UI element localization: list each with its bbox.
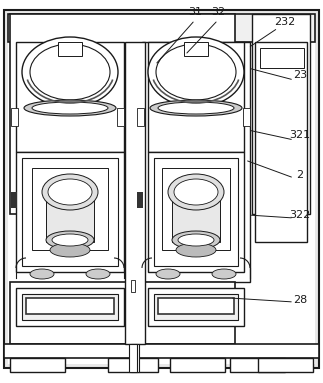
- Text: 322: 322: [289, 210, 311, 220]
- Ellipse shape: [86, 269, 110, 279]
- Ellipse shape: [148, 37, 244, 107]
- Bar: [184, 42, 208, 56]
- Ellipse shape: [150, 100, 242, 116]
- Ellipse shape: [24, 100, 116, 116]
- Ellipse shape: [30, 44, 110, 100]
- Bar: [11, 108, 18, 126]
- Bar: [16, 42, 124, 152]
- Bar: [158, 298, 234, 314]
- Bar: [117, 108, 124, 126]
- Ellipse shape: [50, 243, 90, 257]
- Text: 23: 23: [293, 70, 307, 80]
- Bar: [252, 14, 310, 214]
- Bar: [108, 358, 158, 372]
- Bar: [16, 288, 124, 326]
- Bar: [22, 294, 118, 320]
- Bar: [22, 158, 118, 266]
- Bar: [137, 108, 144, 126]
- Bar: [4, 344, 319, 358]
- Bar: [255, 42, 307, 242]
- Bar: [162, 168, 230, 250]
- Ellipse shape: [32, 102, 108, 114]
- Bar: [148, 42, 244, 152]
- Bar: [131, 344, 139, 372]
- Bar: [137, 192, 143, 208]
- Bar: [148, 288, 244, 326]
- Bar: [26, 298, 114, 314]
- Bar: [16, 152, 124, 272]
- Bar: [46, 192, 94, 242]
- Bar: [142, 42, 250, 282]
- Ellipse shape: [52, 234, 88, 246]
- Bar: [8, 14, 315, 42]
- Ellipse shape: [168, 174, 224, 210]
- Ellipse shape: [176, 243, 216, 257]
- Bar: [154, 294, 238, 320]
- Bar: [230, 358, 285, 372]
- Ellipse shape: [158, 102, 234, 114]
- Bar: [10, 14, 235, 214]
- Bar: [258, 358, 313, 372]
- Text: 232: 232: [274, 17, 296, 27]
- Bar: [58, 42, 82, 56]
- Ellipse shape: [156, 44, 236, 100]
- Bar: [125, 42, 145, 344]
- Bar: [148, 152, 244, 272]
- Bar: [170, 358, 225, 372]
- Bar: [131, 280, 135, 292]
- Bar: [11, 192, 17, 208]
- Bar: [154, 158, 238, 266]
- Text: 321: 321: [289, 130, 310, 140]
- Ellipse shape: [174, 179, 218, 205]
- Bar: [243, 108, 250, 126]
- Ellipse shape: [172, 231, 220, 249]
- Ellipse shape: [212, 269, 236, 279]
- Bar: [10, 358, 65, 372]
- Text: 28: 28: [293, 295, 307, 305]
- Ellipse shape: [22, 37, 118, 107]
- Bar: [172, 192, 220, 242]
- Ellipse shape: [46, 231, 94, 249]
- Bar: [32, 168, 108, 250]
- Ellipse shape: [178, 234, 214, 246]
- Ellipse shape: [48, 179, 92, 205]
- Text: 31: 31: [188, 7, 202, 17]
- Bar: [10, 282, 235, 344]
- Ellipse shape: [156, 269, 180, 279]
- Text: 32: 32: [211, 7, 225, 17]
- Ellipse shape: [30, 269, 54, 279]
- Ellipse shape: [42, 174, 98, 210]
- Bar: [260, 48, 304, 68]
- Bar: [129, 344, 137, 372]
- Text: 2: 2: [297, 170, 304, 180]
